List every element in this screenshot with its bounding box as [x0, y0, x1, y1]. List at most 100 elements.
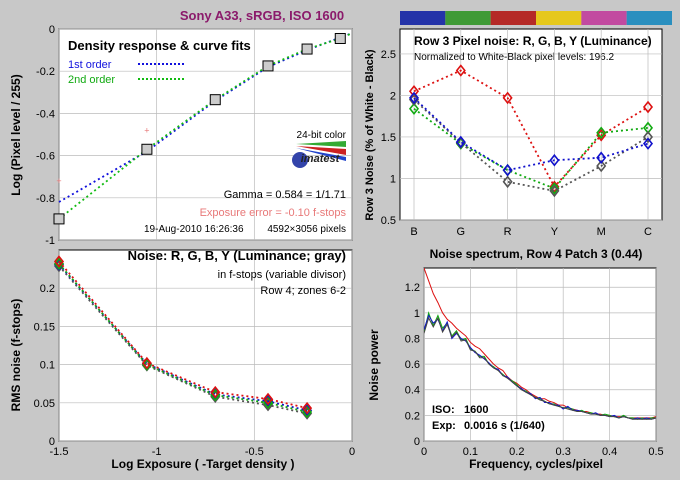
- noise-point-R: [53, 255, 65, 268]
- density-ytick-label: -0.8: [36, 193, 55, 205]
- spectrum-ytick-label: 0.6: [405, 359, 420, 371]
- row3-patch-swatch: [490, 11, 536, 25]
- row3-patch-swatch: [445, 11, 491, 25]
- imatest-logo: imatest: [292, 141, 346, 168]
- row3-xtick-label: B: [410, 226, 417, 238]
- row3-point-R: [408, 85, 420, 98]
- spectrum-series-line-Y: [424, 316, 656, 420]
- noise-ytick-label: 0.1: [40, 360, 55, 372]
- density-ytick-label: -0.2: [36, 66, 55, 78]
- row3-series-line-R: [413, 69, 649, 189]
- row3-point-B: [549, 153, 560, 167]
- row3-ytick-label: 2.5: [381, 49, 396, 61]
- density-point: [301, 43, 313, 55]
- density-point: [141, 143, 153, 155]
- spectrum-ytick-label: 0.4: [405, 385, 420, 397]
- density-outlier-point: +: [56, 176, 61, 186]
- density-point: [334, 32, 346, 44]
- row3-xtick-label: R: [504, 226, 512, 238]
- row3-xtick-label: C: [644, 226, 652, 238]
- density-point: [209, 94, 221, 106]
- row3-ytick-label: 2: [390, 90, 396, 102]
- exp-value: 0.0016 s (1/640): [464, 420, 545, 432]
- noise-series-line-R: [58, 260, 308, 410]
- noise-xtick-label: -1: [152, 446, 162, 458]
- spectrum-ytick-label: 1: [414, 308, 420, 320]
- exposure-error-annotation: Exposure error = -0.10 f-stops: [200, 207, 347, 219]
- row3-title: Row 3 Pixel noise: R, G, B, Y (Luminance…: [414, 34, 652, 48]
- row3-ytick-label: 1.5: [381, 132, 396, 144]
- row3-point-Y: [549, 184, 560, 198]
- row3-point-R: [455, 64, 466, 77]
- row3-patch-swatch: [400, 11, 446, 25]
- density-outlier-point: +: [144, 125, 149, 135]
- spectrum-ylabel: Noise power: [367, 329, 381, 401]
- row3-patch-swatch: [626, 11, 672, 25]
- row3-point-Y: [596, 159, 607, 173]
- row3-point-Y: [408, 93, 420, 106]
- row3-point-G: [596, 126, 607, 140]
- noise-point-R: [302, 401, 313, 415]
- row3-point-R: [642, 100, 654, 114]
- row3-patch-swatch: [581, 11, 627, 25]
- pixel-count-annotation: 4592×3056 pixels: [267, 224, 346, 235]
- density-point: [53, 213, 65, 225]
- row3-point-B: [455, 135, 466, 149]
- row3-subtitle: Normalized to White-Black pixel levels: …: [414, 52, 615, 63]
- timestamp-annotation: 19-Aug-2010 16:26:36: [144, 224, 244, 235]
- density-point: [262, 60, 274, 72]
- noise-ytick-label: 0.05: [34, 398, 55, 410]
- noise-point-G: [141, 358, 152, 371]
- row3-point-G: [549, 182, 560, 195]
- spectrum-plot-area: [423, 267, 657, 442]
- noise-point-R: [262, 392, 274, 406]
- density-plot-area: [58, 28, 353, 241]
- row3-noise-panel: Row 3 Noise (% of White - Black) Row 3 P…: [364, 11, 672, 238]
- noise-series-line-G: [58, 263, 308, 413]
- spectrum-xtick-label: 0.3: [556, 446, 571, 458]
- noise-title: Noise: R, G, B, Y (Luminance; gray): [128, 248, 346, 263]
- spectrum-ytick-label: 0: [414, 436, 420, 448]
- row3-point-B: [502, 163, 513, 177]
- legend-1st-order: 1st order: [68, 59, 112, 71]
- density-panel: Log (Pixel level / 255) Density response…: [9, 24, 353, 247]
- iso-value: 1600: [464, 404, 488, 416]
- spectrum-ytick-label: 1.2: [405, 282, 420, 294]
- noise-ytick-label: 0.15: [34, 321, 55, 333]
- row3-xtick-label: M: [597, 226, 606, 238]
- figure-title: Sony A33, sRGB, ISO 1600: [180, 8, 344, 23]
- spectrum-title: Noise spectrum, Row 4 Patch 3 (0.44): [430, 247, 643, 261]
- spectrum-panel: Noise spectrum, Row 4 Patch 3 (0.44) Noi…: [367, 247, 664, 471]
- noise-ytick-label: 0.2: [40, 283, 55, 295]
- density-ytick-label: -0.6: [36, 151, 55, 163]
- noise-xtick-label: -0.5: [245, 446, 264, 458]
- imatest-globe-icon: [292, 152, 308, 168]
- legend-2nd-order: 2nd order: [68, 74, 115, 86]
- row3-ytick-label: 1: [390, 173, 396, 185]
- row3-ytick-label: 0.5: [381, 215, 396, 227]
- exp-label: Exp:: [432, 420, 456, 432]
- color-depth-label: 24-bit color: [297, 130, 347, 141]
- spectrum-xtick-label: 0.1: [463, 446, 478, 458]
- row3-patch-swatch: [536, 11, 582, 25]
- spectrum-xtick-label: 0.4: [602, 446, 617, 458]
- row3-point-B: [642, 137, 654, 150]
- row3-point-G: [408, 102, 420, 116]
- density-ytick-label: -0.4: [36, 108, 55, 120]
- noise-fstops-panel: RMS noise (f-stops) Log Exposure ( -Targ…: [9, 248, 355, 471]
- noise-xtick-label: 0: [349, 446, 355, 458]
- row3-series-line-B: [413, 97, 649, 172]
- row3-xtick-label: Y: [551, 226, 559, 238]
- svg-text:imatest: imatest: [301, 153, 341, 165]
- density-ylabel: Log (Pixel level / 255): [9, 74, 23, 195]
- spectrum-ytick-label: 0.8: [405, 333, 420, 345]
- spectrum-xtick-label: 0.5: [648, 446, 663, 458]
- noise-xlabel: Log Exposure ( -Target density ): [111, 457, 294, 471]
- noise-xtick-label: -1.5: [50, 446, 69, 458]
- noise-point-R: [141, 356, 152, 370]
- spectrum-xtick-label: 0: [421, 446, 427, 458]
- iso-label: ISO:: [432, 404, 455, 416]
- spectrum-xtick-label: 0.2: [509, 446, 524, 458]
- spectrum-ytick-label: 0.2: [405, 410, 420, 422]
